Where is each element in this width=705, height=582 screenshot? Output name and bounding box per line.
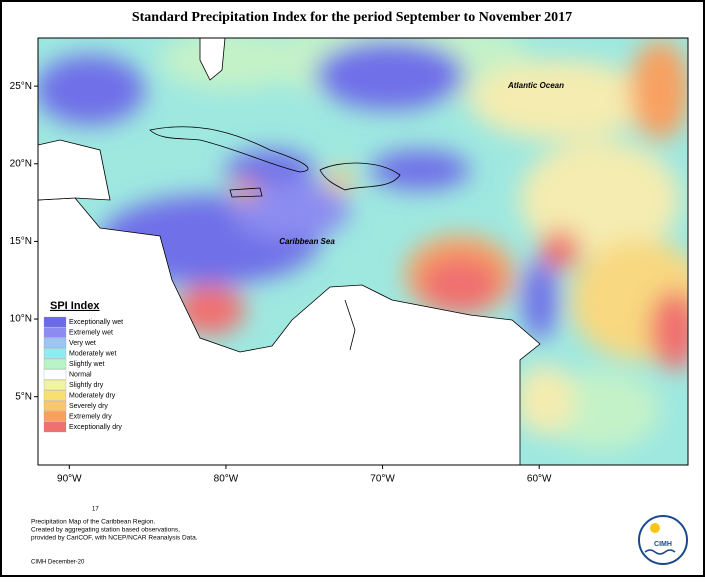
legend-swatch bbox=[43, 390, 67, 401]
lon-label: 70°W bbox=[370, 474, 395, 485]
legend-swatch bbox=[43, 358, 67, 370]
lat-label: 20°N bbox=[10, 158, 32, 169]
logo-text: CIMH bbox=[654, 541, 672, 548]
footer-credit: CIMH December-20 bbox=[31, 560, 85, 566]
footer-number: 17 bbox=[92, 507, 99, 513]
legend-swatch bbox=[43, 379, 67, 391]
legend-label: Slightly wet bbox=[69, 361, 104, 368]
legend-swatch bbox=[43, 400, 67, 412]
logo-wave bbox=[644, 549, 676, 555]
footer-line: provided by CariCOF, with NCEP/NCAR Rean… bbox=[31, 535, 198, 542]
lat-label: 10°N bbox=[10, 314, 32, 325]
lon-label: 80°W bbox=[214, 474, 239, 485]
legend-swatch bbox=[43, 369, 67, 380]
legend-swatch bbox=[43, 337, 67, 349]
legend-label: Very wet bbox=[69, 340, 96, 347]
lat-label: 25°N bbox=[10, 81, 32, 92]
legend-label: Exceptionally wet bbox=[69, 319, 123, 326]
spi-field bbox=[38, 38, 688, 465]
legend-swatch bbox=[43, 327, 67, 338]
footer-line: Precipitation Map of the Caribbean Regio… bbox=[31, 519, 155, 526]
lat-label: 15°N bbox=[10, 236, 32, 247]
lon-label: 90°W bbox=[57, 474, 82, 485]
legend-label: Moderately dry bbox=[69, 392, 116, 399]
lat-label: 5°N bbox=[15, 391, 32, 402]
legend-label: Exceptionally dry bbox=[69, 424, 122, 431]
footer-line: Created by aggregating station based obs… bbox=[31, 527, 180, 534]
legend-swatch bbox=[43, 411, 67, 422]
footer: 17 CIMH December-20 CIMH Precipitation M… bbox=[31, 507, 688, 566]
title: Standard Precipitation Index for the per… bbox=[132, 10, 572, 25]
legend-label: Moderately wet bbox=[69, 350, 117, 357]
legend-label: Extremely dry bbox=[69, 413, 112, 420]
legend-swatch bbox=[43, 316, 67, 328]
legend-label: Severely dry bbox=[69, 403, 108, 410]
logo-sun bbox=[650, 523, 660, 533]
legend-swatch bbox=[43, 348, 67, 359]
ocean-label: Atlantic Ocean bbox=[507, 81, 564, 90]
lon-label: 60°W bbox=[527, 474, 552, 485]
legend-label: Normal bbox=[69, 371, 92, 378]
legend-title: SPI Index bbox=[50, 300, 100, 312]
legend-label: Slightly dry bbox=[69, 382, 104, 389]
legend-label: Extremely wet bbox=[69, 329, 113, 336]
legend: SPI Index Exceptionally wet Extremely wet… bbox=[40, 298, 140, 440]
ocean-label: Caribbean Sea bbox=[279, 237, 335, 246]
map-border bbox=[37, 37, 689, 466]
legend-swatch bbox=[43, 421, 67, 433]
